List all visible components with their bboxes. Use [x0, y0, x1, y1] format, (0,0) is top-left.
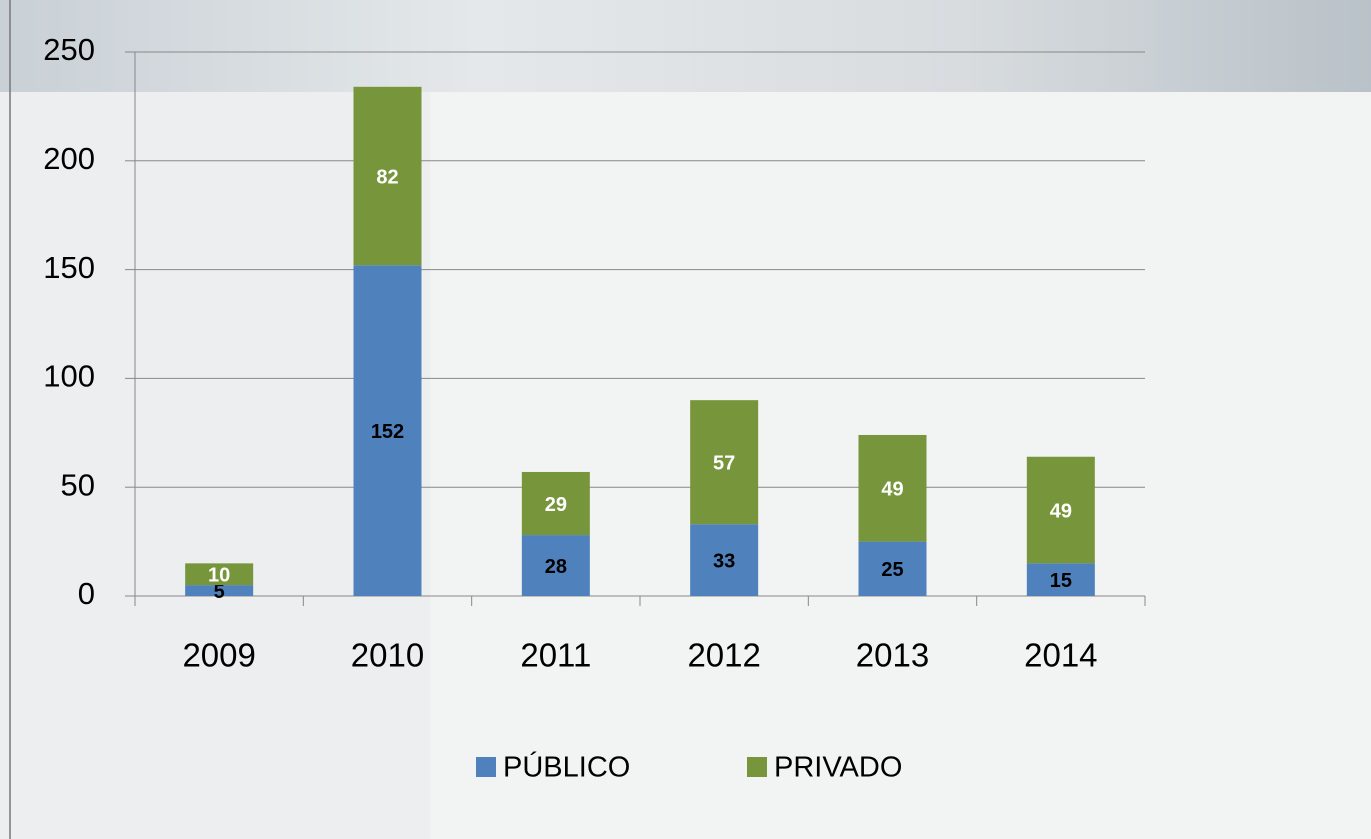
value-label: 49: [881, 479, 903, 501]
y-tick-label: 0: [78, 576, 95, 611]
value-label: 15: [1050, 570, 1072, 592]
value-label: 152: [371, 421, 404, 443]
x-tick-label: 2014: [1024, 637, 1097, 674]
y-tick-label: 150: [43, 250, 95, 285]
legend-label: PÚBLICO: [503, 751, 630, 784]
value-label: 33: [713, 550, 735, 572]
header-image: [0, 0, 1371, 92]
value-label: 49: [1050, 500, 1072, 522]
legend-label: PRIVADO: [774, 752, 902, 784]
value-label: 28: [545, 556, 567, 578]
y-tick-label: 200: [43, 141, 95, 176]
x-tick-label: 2012: [687, 637, 760, 674]
x-tick-label: 2009: [182, 637, 255, 674]
y-tick-label: 100: [43, 359, 95, 394]
x-tick-label: 2011: [520, 637, 591, 674]
legend-swatch: [476, 757, 496, 777]
y-tick-label: 50: [61, 467, 95, 502]
x-tick-label: 2013: [856, 637, 929, 674]
y-tick-label: 250: [43, 32, 95, 67]
value-label: 10: [208, 565, 230, 587]
value-label: 29: [545, 494, 567, 516]
x-tick-label: 2010: [351, 637, 424, 674]
value-label: 25: [881, 559, 903, 581]
legend-swatch: [747, 757, 767, 777]
chart: 0501001502002502009510201015282201128292…: [0, 0, 1371, 839]
value-label: 82: [376, 166, 398, 188]
value-label: 57: [713, 452, 735, 474]
